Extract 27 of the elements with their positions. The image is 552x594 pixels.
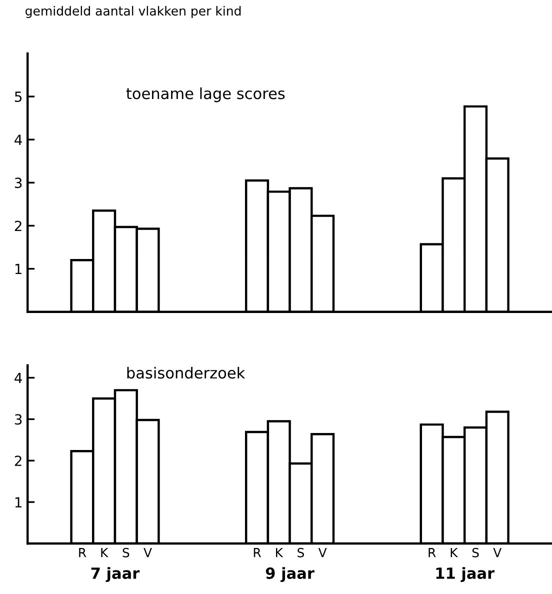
text: 11 jaar: [436, 567, 495, 582]
x-tick-label: S: [298, 548, 304, 558]
x-tick-label: K: [276, 548, 284, 558]
y-tick-label: 2: [14, 220, 22, 231]
chart-title: basisonderzoek: [127, 366, 246, 379]
y-axis-title: gemiddeld aantal vlakken per kind: [26, 6, 241, 18]
x-tick-label: V: [318, 548, 327, 558]
text: 7 jaar: [91, 567, 140, 582]
y-tick-label: 4: [14, 372, 22, 384]
y-tick-label: 2: [14, 456, 22, 466]
text: toename lage scores: [126, 87, 285, 102]
x-tick-label: R: [428, 548, 436, 558]
x-tick-label: V: [493, 548, 502, 558]
y-tick-label: 3: [14, 178, 22, 188]
y-tick-label: 3: [14, 414, 22, 425]
x-tick-label: R: [254, 548, 262, 558]
y-tick-label: 5: [14, 92, 22, 102]
x-tick-label: R: [79, 548, 86, 558]
x-tick-label: S: [122, 548, 130, 558]
y-tick-label: 1: [15, 264, 22, 274]
x-tick-label: V: [144, 548, 152, 558]
x-tick-label: K: [450, 548, 458, 558]
x-tick-label: K: [101, 548, 108, 558]
text: 9 jaar: [266, 567, 314, 582]
y-tick-label: 1: [15, 497, 22, 508]
x-tick-label: S: [472, 548, 479, 558]
y-tick-label: 4: [14, 134, 22, 145]
